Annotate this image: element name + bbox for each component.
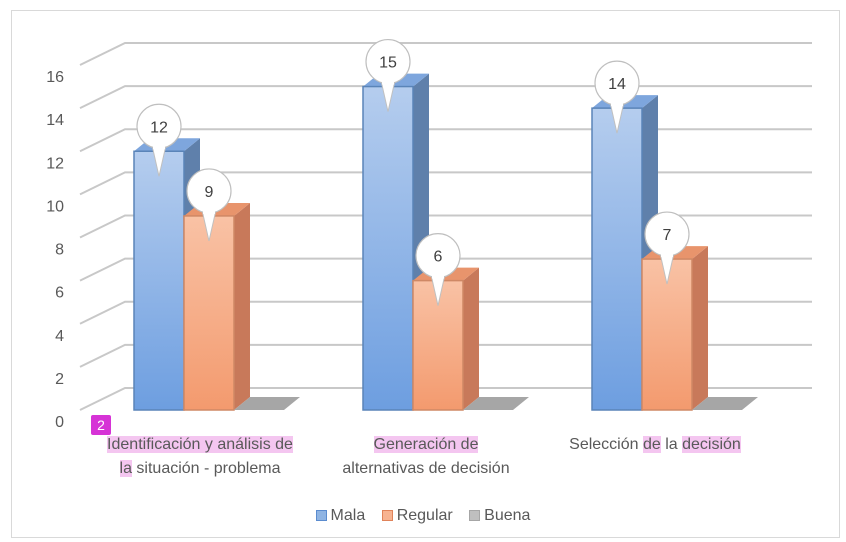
legend-item-buena: Buena (469, 507, 530, 525)
y-tick-label: 0 (55, 414, 64, 431)
y-tick-label: 10 (46, 198, 64, 215)
gridlines (79, 42, 812, 411)
data-label: 9 (205, 184, 214, 201)
gridline (79, 128, 812, 153)
gridline (79, 387, 812, 411)
data-label: 12 (150, 119, 168, 136)
data-label-joint (153, 143, 165, 150)
gridline (79, 343, 812, 368)
y-tick-label: 4 (55, 328, 64, 345)
gridline (79, 171, 812, 196)
data-label: 6 (434, 249, 443, 266)
bar-chart: 0 2 4 6 8 10 12 14 16 12 9 15 6 14 7 (46, 38, 812, 431)
gridline (79, 214, 812, 239)
gridline (79, 300, 812, 325)
legend-swatch-buena (469, 510, 481, 521)
y-tick-label: 12 (46, 155, 64, 172)
category-label-3: Selección de la decisión (569, 436, 741, 453)
data-label-joint (382, 78, 394, 85)
gridline (79, 257, 812, 282)
gridline (79, 85, 812, 110)
data-label-joint (661, 251, 673, 258)
category-label-2: Generación de alternativas de decisión (342, 436, 510, 477)
bar-buena-floor (692, 397, 758, 410)
bar-buena-floor (234, 397, 300, 410)
data-label: 7 (663, 227, 672, 244)
bar-regular-side (463, 267, 479, 410)
category-label-1: Identificación y análisis de la situació… (107, 436, 293, 477)
bar-mala (133, 150, 185, 411)
bar-regular-side (234, 202, 250, 410)
legend-swatch-regular (381, 510, 393, 521)
data-label-joint (432, 272, 444, 279)
data-labels: 12 9 15 6 14 7 (136, 38, 690, 306)
legend-item-mala: Mala (315, 507, 365, 525)
gridline (79, 42, 812, 66)
y-tick-label: 8 (55, 242, 64, 259)
bar-buena-floor (463, 397, 529, 410)
data-label: 15 (379, 55, 397, 72)
annotation-badge: 2 (91, 415, 111, 435)
bar-regular (641, 258, 693, 411)
chart-frame (11, 10, 840, 538)
legend: Mala Regular Buena (0, 507, 846, 525)
bar-mala (591, 107, 643, 411)
y-tick-label: 2 (55, 371, 64, 388)
y-axis-ticks: 0 2 4 6 8 10 12 14 16 (46, 69, 64, 431)
data-label: 14 (608, 76, 626, 93)
y-tick-label: 16 (46, 69, 64, 86)
y-tick-label: 6 (55, 285, 64, 302)
bar-mala (362, 85, 414, 411)
y-tick-label: 14 (46, 112, 64, 129)
bar-regular (183, 215, 235, 411)
bar-regular-side (692, 246, 708, 410)
legend-swatch-mala (315, 510, 327, 521)
data-label-joint (203, 207, 215, 214)
legend-item-regular: Regular (381, 507, 453, 525)
data-label-joint (611, 100, 623, 107)
